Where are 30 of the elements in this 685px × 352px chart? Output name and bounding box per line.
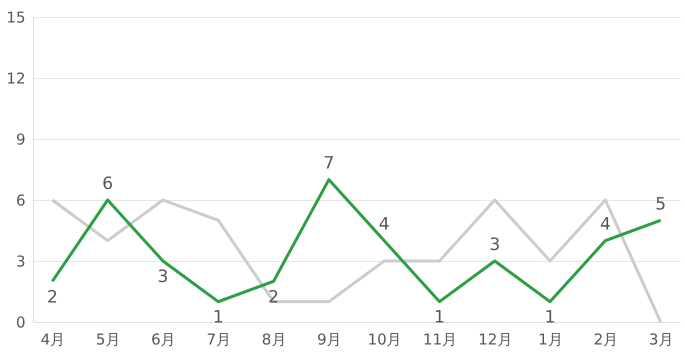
x-tick-label: 5月	[96, 330, 120, 348]
x-tick-label: 9月	[317, 330, 342, 348]
x-tick-label: 11月	[422, 330, 457, 348]
y-tick-label: 15	[6, 8, 26, 26]
data-label: 3	[158, 267, 168, 287]
data-label: 2	[268, 287, 279, 308]
data-label: 5	[655, 194, 666, 214]
x-tick-label: 10月	[368, 330, 402, 348]
x-tick-label: 12月	[478, 330, 512, 348]
x-tick-label: 1月	[538, 330, 563, 348]
x-tick-label: 3月	[648, 330, 674, 348]
x-tick-label: 4月	[40, 330, 66, 348]
data-label: 2	[46, 287, 58, 308]
x-tick-label: 6月	[151, 330, 176, 348]
data-label: 6	[102, 174, 114, 194]
y-tick-label: 9	[16, 130, 26, 148]
data-label: 4	[378, 214, 390, 235]
y-tick-label: 3	[16, 252, 26, 270]
data-label: 1	[434, 308, 445, 328]
data-label: 3	[489, 235, 500, 255]
y-tick-label: 0	[16, 314, 26, 332]
y-tick-label: 12	[6, 70, 26, 88]
data-label: 4	[600, 214, 611, 235]
x-tick-label: 8月	[262, 330, 286, 348]
data-label: 7	[323, 154, 334, 174]
y-tick-label: 6	[16, 192, 26, 210]
data-label: 1	[544, 308, 556, 328]
x-tick-label: 7月	[206, 330, 232, 348]
data-label: 1	[212, 308, 224, 328]
x-tick-label: 2月	[594, 330, 618, 348]
